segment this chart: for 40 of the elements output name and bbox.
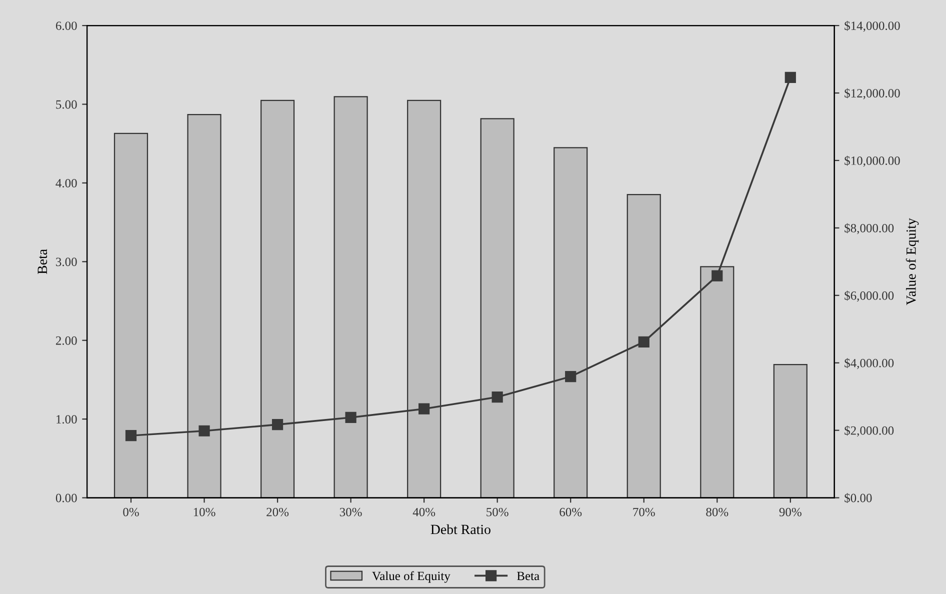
x-tick-label: 40%	[412, 508, 436, 516]
y-tick-label: 5.00	[56, 100, 77, 109]
y2-tick-label: $10,000.00	[844, 156, 900, 167]
y2-tick-label: $4,000.00	[844, 358, 894, 370]
x-tick-label: 20%	[266, 508, 289, 516]
point	[712, 270, 723, 282]
x-tick-label: 30%	[340, 508, 362, 516]
y-tick-label: 3.00	[56, 258, 77, 266]
y-tick-label: 4.00	[56, 178, 77, 188]
point	[784, 72, 796, 84]
y2-tick-label: $6,000.00	[844, 290, 894, 302]
point	[198, 425, 210, 436]
x-axis-title: Debt Ratio	[430, 524, 490, 534]
y-axis-title: Beta	[38, 249, 48, 274]
y2-axis-title: Value of Equity	[906, 218, 919, 306]
x-tick-label: 60%	[560, 508, 582, 516]
y2-tick-label: $2,000.00	[844, 426, 894, 437]
y2-tick-label: $12,000.00	[844, 88, 900, 100]
x-tick-label: 0%	[123, 508, 139, 516]
y2-tick-label: $0.00	[844, 493, 872, 504]
legend-label: Value of Equity	[372, 571, 450, 583]
point	[125, 430, 137, 442]
y-tick-label: 2.00	[56, 336, 77, 345]
y2-tick-label: $14,000.00	[844, 20, 900, 32]
point	[345, 412, 356, 424]
y2-tick-label: $8,000.00	[844, 223, 894, 234]
y-tick-label: 0.00	[56, 494, 77, 502]
x-tick-label: 10%	[194, 508, 216, 516]
y-tick-label: 1.00	[56, 415, 77, 424]
point	[492, 391, 503, 403]
x-tick-label: 50%	[486, 508, 508, 516]
point	[272, 419, 284, 430]
point	[638, 336, 650, 348]
point	[565, 371, 576, 382]
x-tick-label: 90%	[779, 508, 802, 516]
x-tick-label: 70%	[633, 508, 655, 516]
legend-label: Beta	[517, 572, 540, 580]
point	[418, 403, 430, 414]
x-tick-label: 80%	[706, 508, 728, 516]
y-tick-label: 6.00	[56, 22, 77, 30]
